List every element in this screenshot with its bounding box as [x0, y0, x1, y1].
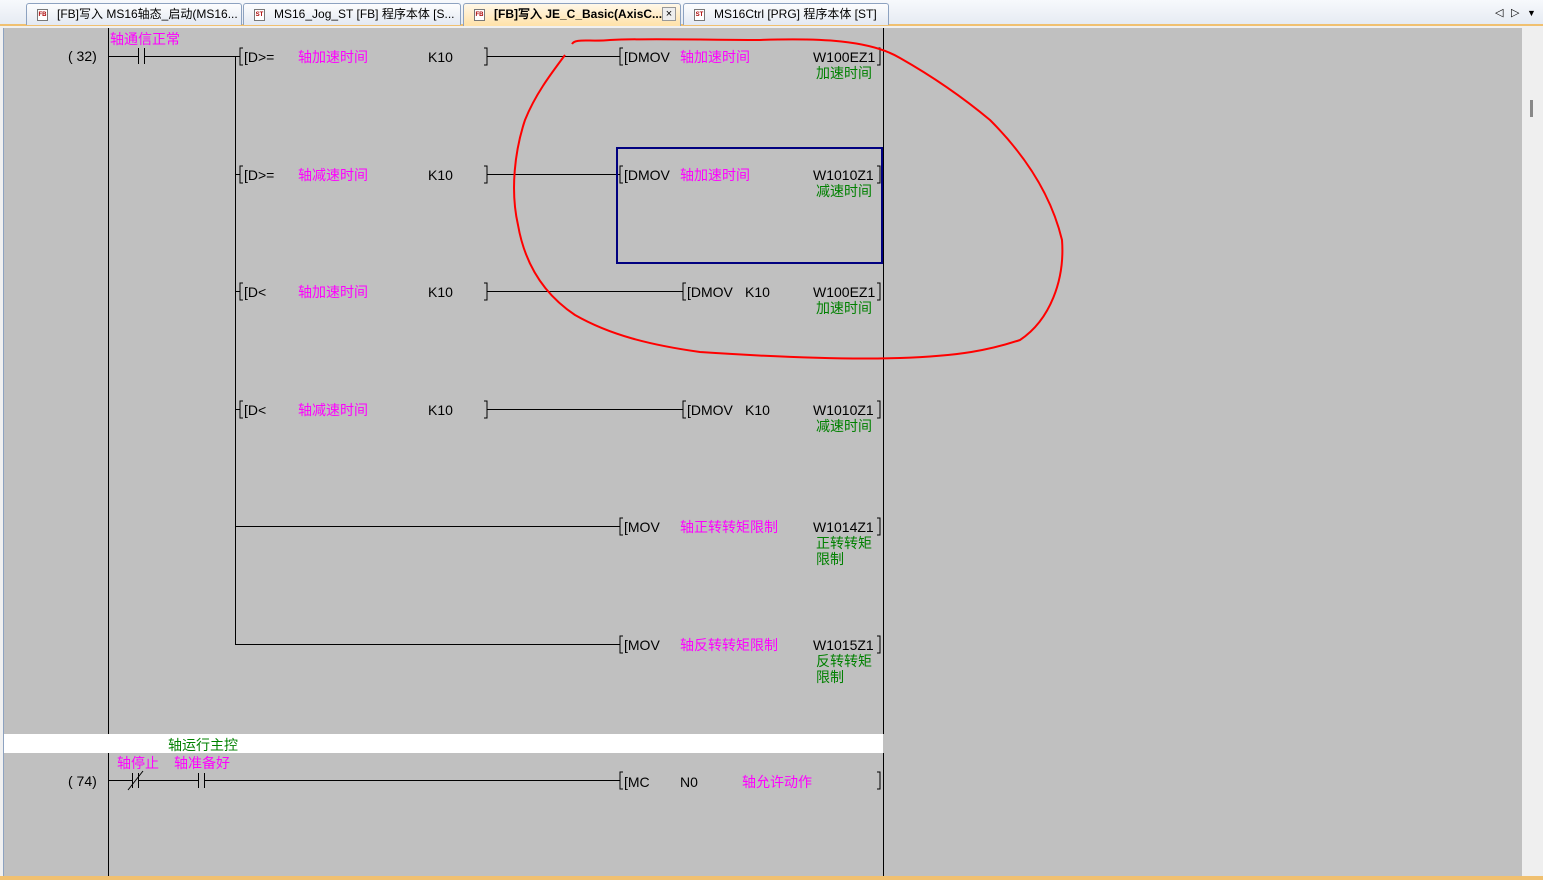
operand[interactable]: 轴加速时间	[298, 284, 368, 300]
instruction[interactable]: [DMOV	[624, 167, 670, 183]
step-number: ( 74)	[68, 773, 97, 789]
operand[interactable]: K10	[428, 49, 453, 65]
red-annotation-circle	[513, 38, 1064, 360]
operand[interactable]: W1015Z1	[813, 637, 874, 653]
instruction[interactable]: [DMOV	[687, 284, 733, 300]
operand[interactable]: K10	[428, 167, 453, 183]
fb-icon: FB	[474, 9, 485, 21]
tab-next-icon[interactable]: ▷	[1511, 7, 1520, 19]
selection-cursor	[616, 147, 883, 264]
operand[interactable]: 轴减速时间	[298, 402, 368, 418]
operand[interactable]: W1010Z1	[813, 167, 874, 183]
statement-comment[interactable]: 轴运行主控	[168, 737, 238, 753]
compare-instr[interactable]: [D>=	[244, 167, 275, 183]
device-comment: 加速时间	[816, 65, 872, 81]
instruction[interactable]: [MOV	[624, 519, 660, 535]
operand[interactable]: W1010Z1	[813, 402, 874, 418]
device-comment: 限制	[816, 669, 844, 685]
compare-instr[interactable]: [D>=	[244, 49, 275, 65]
device-comment: 反转转矩	[816, 653, 872, 669]
device-comment: 加速时间	[816, 300, 872, 316]
contact-label[interactable]: 轴停止	[117, 755, 159, 771]
operand[interactable]: 轴减速时间	[298, 167, 368, 183]
operand[interactable]: K10	[428, 284, 453, 300]
operand[interactable]: 轴正转转矩限制	[680, 519, 778, 535]
operand[interactable]: K10	[745, 284, 770, 300]
device-comment: 正转转矩	[816, 535, 872, 551]
contact-label[interactable]: 轴准备好	[174, 755, 230, 771]
step-number: ( 32)	[68, 48, 97, 64]
instruction[interactable]: [MOV	[624, 637, 660, 653]
operand[interactable]: 轴加速时间	[298, 49, 368, 65]
fb-icon: FB	[37, 9, 48, 21]
operand[interactable]: K10	[745, 402, 770, 418]
instruction[interactable]: [DMOV	[624, 49, 670, 65]
operand[interactable]: 轴加速时间	[680, 167, 750, 183]
instruction[interactable]: [DMOV	[687, 402, 733, 418]
tab-bar: FB [FB]写入 MS16轴态_启动(MS16... ST MS16_Jog_ST…	[0, 0, 1543, 26]
operand[interactable]: 轴反转转矩限制	[680, 637, 778, 653]
brackets	[239, 47, 881, 790]
operand[interactable]: W100EZ1	[813, 49, 876, 65]
close-tab-button[interactable]: ×	[662, 7, 676, 21]
st-icon: ST	[694, 9, 705, 21]
contact-label[interactable]: 轴通信正常	[110, 31, 180, 47]
scrollbar-thumb[interactable]	[1530, 100, 1533, 117]
compare-instr[interactable]: [D<	[244, 284, 267, 300]
operand[interactable]: W1014Z1	[813, 519, 874, 535]
operand[interactable]: 轴加速时间	[680, 49, 750, 65]
vertical-scrollbar[interactable]	[1522, 28, 1543, 878]
device-comment: 减速时间	[816, 183, 872, 199]
tab-prev-icon[interactable]: ◁	[1495, 7, 1504, 19]
tab-fb-je-c-basic[interactable]: FB [FB]写入 JE_C_Basic(AxisC... ×	[463, 3, 681, 26]
device-comment: 限制	[816, 551, 844, 567]
operand[interactable]: 轴允许动作	[742, 774, 812, 790]
compare-instr[interactable]: [D<	[244, 402, 267, 418]
bottom-border	[0, 876, 1543, 880]
instruction[interactable]: [MC	[624, 774, 650, 790]
operand[interactable]: W100EZ1	[813, 284, 876, 300]
tab-ms16-jog-st[interactable]: ST MS16_Jog_ST [FB] 程序本体 [S...	[243, 3, 461, 25]
st-icon: ST	[254, 9, 265, 21]
statement-bar	[4, 734, 883, 753]
operand[interactable]: K10	[428, 402, 453, 418]
device-comment: 减速时间	[816, 418, 872, 434]
tab-fb-ms16-state[interactable]: FB [FB]写入 MS16轴态_启动(MS16...	[26, 3, 242, 25]
tab-list-icon[interactable]: ▼	[1527, 8, 1536, 18]
operand[interactable]: N0	[680, 774, 698, 790]
row-lines	[235, 56, 683, 645]
tab-ms16ctrl-prg[interactable]: ST MS16Ctrl [PRG] 程序本体 [ST]	[683, 3, 889, 25]
